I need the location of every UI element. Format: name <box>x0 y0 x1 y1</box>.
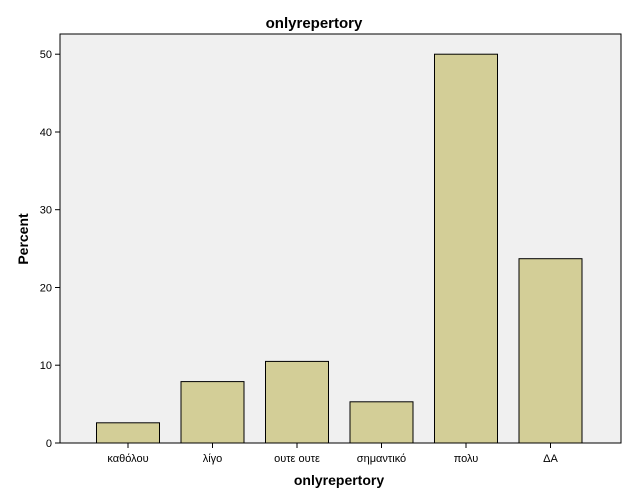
x-tick-label: ουτε ουτε <box>274 453 320 465</box>
y-tick-label: 40 <box>40 127 52 139</box>
x-tick-label: σημαντικό <box>357 453 406 465</box>
y-tick-label: 20 <box>40 283 52 295</box>
bar-1 <box>180 381 245 444</box>
y-tick-label: 30 <box>40 205 52 217</box>
y-axis: 0 10 20 30 40 50 <box>40 49 60 450</box>
chart-title: onlyrepertory <box>266 15 363 32</box>
y-tick-label: 50 <box>40 49 52 61</box>
bar-4 <box>434 53 498 444</box>
bar-3 <box>349 401 414 444</box>
x-axis: καθόλου λίγο ουτε ουτε σημαντικό πολυ ΔΑ <box>107 443 559 465</box>
y-tick-label: 0 <box>46 438 52 450</box>
bars-layer <box>96 53 583 444</box>
bar-2 <box>265 360 329 444</box>
x-tick-label: λίγο <box>203 453 223 465</box>
bar-0 <box>96 422 160 444</box>
y-tick-label: 10 <box>40 360 52 372</box>
x-tick-label: καθόλου <box>107 453 148 465</box>
x-tick-label: ΔΑ <box>543 453 558 465</box>
y-axis-title: Percent <box>15 213 31 265</box>
x-tick-label: πολυ <box>454 453 479 465</box>
x-axis-title: onlyrepertory <box>294 472 384 488</box>
bar-5 <box>518 258 583 444</box>
